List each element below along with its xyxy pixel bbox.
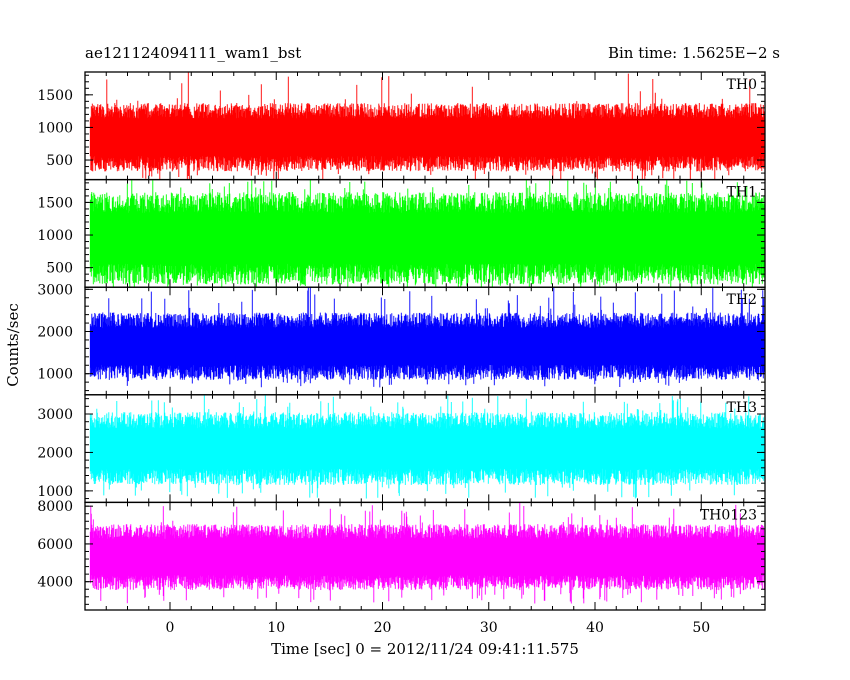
y-tick-label: 1000: [37, 120, 73, 136]
panels-group: 50010001500TH050010001500TH1100020003000…: [37, 71, 766, 636]
y-tick-label: 4000: [37, 575, 73, 591]
y-tick-label: 6000: [37, 537, 73, 553]
series-trace-th0123: [89, 502, 766, 604]
panel-label-th0123: TH0123: [700, 507, 757, 523]
x-tick-label: 50: [692, 620, 710, 636]
y-tick-label: 3000: [37, 407, 73, 423]
x-axis-label: Time [sec] 0 = 2012/11/24 09:41:11.575: [271, 640, 579, 658]
y-tick-label: 1000: [37, 367, 73, 383]
x-tick-label: 20: [374, 620, 392, 636]
y-axis-label: Counts/sec: [4, 303, 22, 387]
y-tick-label: 1500: [37, 195, 73, 211]
series-trace-th2: [89, 287, 766, 388]
panel-label-th3: TH3: [727, 400, 757, 416]
x-tick-label: 10: [267, 620, 285, 636]
panel-label-th1: TH1: [727, 185, 757, 201]
y-tick-label: 2000: [37, 325, 73, 341]
panel-th0: 500 1000 1500 TH0: [37, 71, 766, 181]
y-tick-label: 8000: [37, 499, 73, 515]
y-tick-label: 500: [46, 261, 73, 277]
chart-title-right: Bin time: 1.5625E−2 s: [608, 44, 780, 62]
chart-title-left: ae121124094111_wam1_bst: [85, 44, 301, 62]
series-trace-th0: [89, 72, 766, 180]
panel-th2: 1000 2000 3000 TH2: [37, 282, 766, 396]
panel-label-th0: TH0: [727, 77, 757, 93]
y-tick-label: 1500: [37, 88, 73, 104]
panel-th1: 500 1000 1500 TH1: [37, 178, 766, 288]
x-tick-label: 40: [586, 620, 604, 636]
panel-th3: 1000 2000 3000 TH3: [37, 394, 766, 504]
x-tick-label: 30: [480, 620, 498, 636]
y-tick-label: 3000: [37, 282, 73, 298]
y-tick-label: 1000: [37, 228, 73, 244]
series-trace-th1: [89, 179, 766, 288]
y-tick-label: 2000: [37, 445, 73, 461]
panel-label-th2: TH2: [727, 292, 757, 308]
panel-th0123: 4000 6000 8000 TH0123: [37, 499, 766, 611]
y-tick-label: 500: [46, 153, 73, 169]
series-trace-th3: [89, 395, 766, 499]
y-tick-label: 1000: [37, 484, 73, 500]
x-tick-label: 0: [166, 620, 175, 636]
